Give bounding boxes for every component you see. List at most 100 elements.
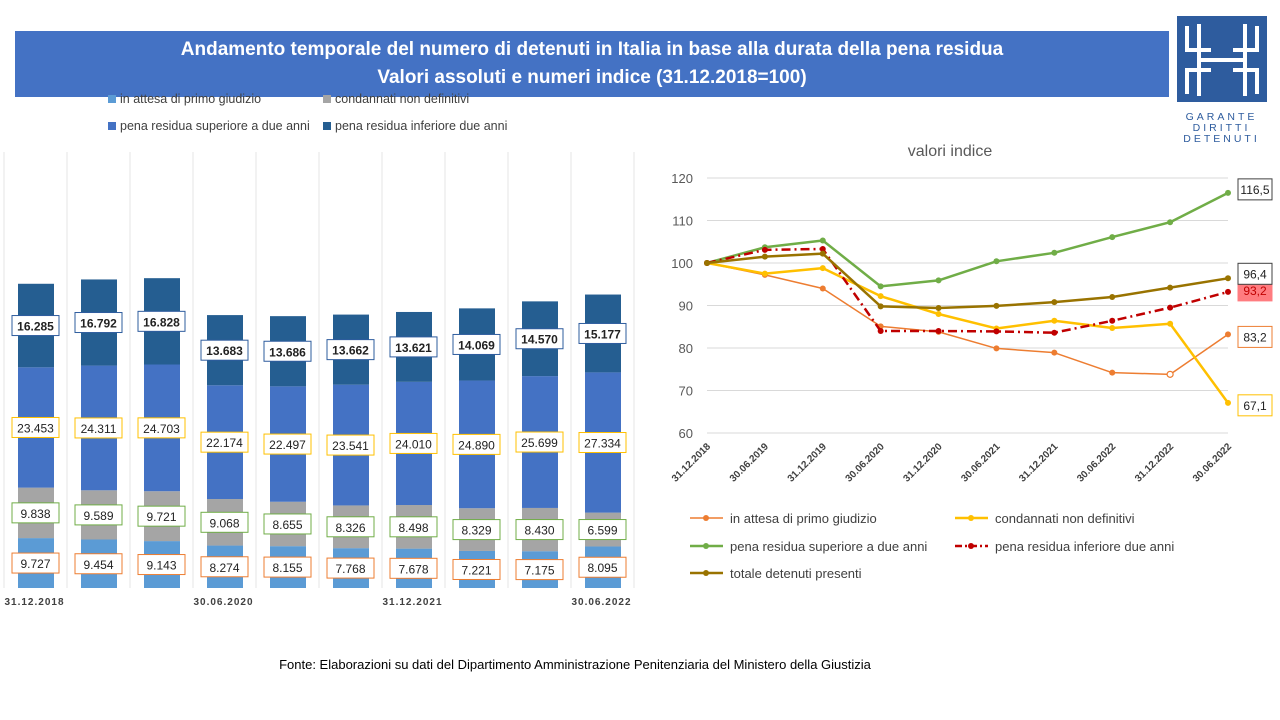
legend-marker-superiore <box>703 543 709 549</box>
data-point-totale <box>1051 299 1058 306</box>
data-label-superiore: 27.334 <box>584 437 621 451</box>
data-point-inferiore <box>819 245 826 252</box>
data-point-attesa <box>819 285 826 292</box>
data-label-box-condannati <box>452 519 501 541</box>
data-point-attesa <box>1109 369 1116 376</box>
data-point-superiore <box>1167 219 1174 226</box>
data-point-totale <box>1167 284 1174 291</box>
data-label-box-inferiore <box>326 339 375 361</box>
data-label-box-condannati <box>515 519 564 541</box>
data-label-box-inferiore <box>200 339 249 361</box>
end-label-superiore: 116,5 <box>1240 183 1269 197</box>
x-tick-label: 30.06.2020 <box>844 441 887 484</box>
legend-label-attesa: in attesa di primo giudizio <box>120 92 262 106</box>
logo-mark-icon <box>1177 16 1267 102</box>
data-label-attesa: 8.095 <box>587 561 617 575</box>
data-label-attesa: 9.143 <box>146 559 176 573</box>
end-label-box-superiore <box>1237 178 1273 201</box>
logo-text-detenuti: DETENUTI <box>1183 133 1260 145</box>
x-tick-label: 30.06.2019 <box>728 441 771 484</box>
data-label-box-inferiore <box>452 333 501 355</box>
data-label-box-attesa <box>74 553 123 575</box>
data-label-superiore: 24.311 <box>81 422 117 436</box>
data-point-condannati <box>819 265 826 272</box>
legend-label-condannati: condannati non definitivi <box>995 511 1135 526</box>
data-label-inferiore: 15.177 <box>584 327 621 341</box>
data-label-box-condannati <box>326 516 375 538</box>
data-label-superiore: 24.703 <box>143 422 180 436</box>
data-label-box-superiore <box>74 417 123 439</box>
data-label-attesa: 8.155 <box>272 561 302 575</box>
data-point-superiore <box>877 283 884 290</box>
data-label-superiore: 24.010 <box>395 437 432 451</box>
data-point-superiore <box>1225 189 1231 196</box>
data-label-box-attesa <box>263 556 312 578</box>
data-point-condannati <box>935 311 942 317</box>
data-label-inferiore: 13.621 <box>395 341 432 355</box>
legend-swatch-inferiore <box>323 122 331 130</box>
end-label-attesa: 83,2 <box>1243 330 1267 344</box>
data-label-condannati: 9.589 <box>83 509 113 523</box>
data-label-attesa: 7.678 <box>398 562 428 576</box>
data-label-box-attesa <box>137 554 186 576</box>
logo-text-garante: GARANTE <box>1185 111 1258 123</box>
data-label-box-inferiore <box>515 328 564 350</box>
y-tick-label: 120 <box>671 171 693 186</box>
data-point-condannati <box>1225 399 1231 406</box>
legend-swatch-condannati <box>323 95 331 103</box>
data-label-box-attesa <box>452 558 501 580</box>
line-chart-title: valori indice <box>908 143 993 160</box>
data-point-inferiore <box>761 246 768 253</box>
data-label-superiore: 22.497 <box>269 438 306 452</box>
data-point-superiore <box>1051 249 1058 256</box>
data-point-condannati <box>1051 317 1058 324</box>
legend-marker-attesa <box>703 515 709 521</box>
source-note: Fonte: Elaborazioni su dati del Dipartim… <box>279 657 871 672</box>
data-label-inferiore: 14.069 <box>458 338 495 352</box>
x-tick-label: 31.12.2021 <box>382 597 442 608</box>
data-label-box-attesa <box>578 556 627 578</box>
data-point-condannati <box>1167 320 1174 327</box>
series-line-superiore <box>706 191 1229 288</box>
data-label-box-attesa <box>515 559 564 581</box>
data-point-inferiore <box>1225 288 1231 295</box>
data-point-attesa <box>1225 331 1231 338</box>
legend-marker-condannati <box>968 515 974 521</box>
data-point-inferiore <box>1109 317 1116 324</box>
legend-marker-totale <box>703 570 709 576</box>
data-label-box-inferiore <box>389 336 438 358</box>
stacked-bar-chart: 9.727 9.838 23.453 16.285 31.12.2018 9.454 9.5… <box>3 152 635 608</box>
data-label-box-superiore <box>137 417 186 439</box>
series-line-condannati <box>706 261 1230 404</box>
data-label-box-condannati <box>200 511 249 533</box>
x-tick-label: 30.06.2022 <box>1191 441 1234 484</box>
data-point-attesa <box>993 345 1000 352</box>
data-label-attesa: 7.221 <box>461 563 491 577</box>
data-label-attesa: 7.175 <box>524 564 554 578</box>
garante-logo: GARANTE DIRITTI DETENUTI <box>1170 16 1273 146</box>
data-label-inferiore: 13.662 <box>332 344 369 358</box>
data-label-box-condannati <box>11 502 60 524</box>
data-label-attesa: 7.768 <box>335 562 365 576</box>
chart-title-line1: Andamento temporale del numero di detenu… <box>180 39 1004 60</box>
data-label-box-inferiore <box>74 312 123 334</box>
x-tick-label: 31.12.2021 <box>1017 441 1060 484</box>
data-label-box-inferiore <box>137 310 186 332</box>
data-label-inferiore: 16.285 <box>17 320 54 334</box>
data-label-condannati: 8.655 <box>272 518 302 532</box>
legend-label-superiore: pena residua superiore a due anni <box>730 539 927 554</box>
y-tick-label: 60 <box>679 426 693 441</box>
data-point-inferiore <box>993 328 1000 335</box>
data-label-box-inferiore <box>11 315 60 337</box>
y-tick-label: 80 <box>679 341 693 356</box>
y-tick-label: 100 <box>671 256 693 271</box>
x-tick-label: 31.12.2018 <box>670 441 713 484</box>
legend-swatch-superiore <box>108 122 116 130</box>
legend-label-condannati: condannati non definitivi <box>335 92 470 106</box>
data-label-box-superiore <box>263 433 312 455</box>
data-label-inferiore: 13.683 <box>206 344 243 358</box>
data-label-attesa: 9.727 <box>20 557 50 571</box>
data-point-condannati <box>1109 325 1116 332</box>
data-label-superiore: 24.890 <box>458 438 495 452</box>
end-label-box-attesa <box>1237 325 1273 348</box>
